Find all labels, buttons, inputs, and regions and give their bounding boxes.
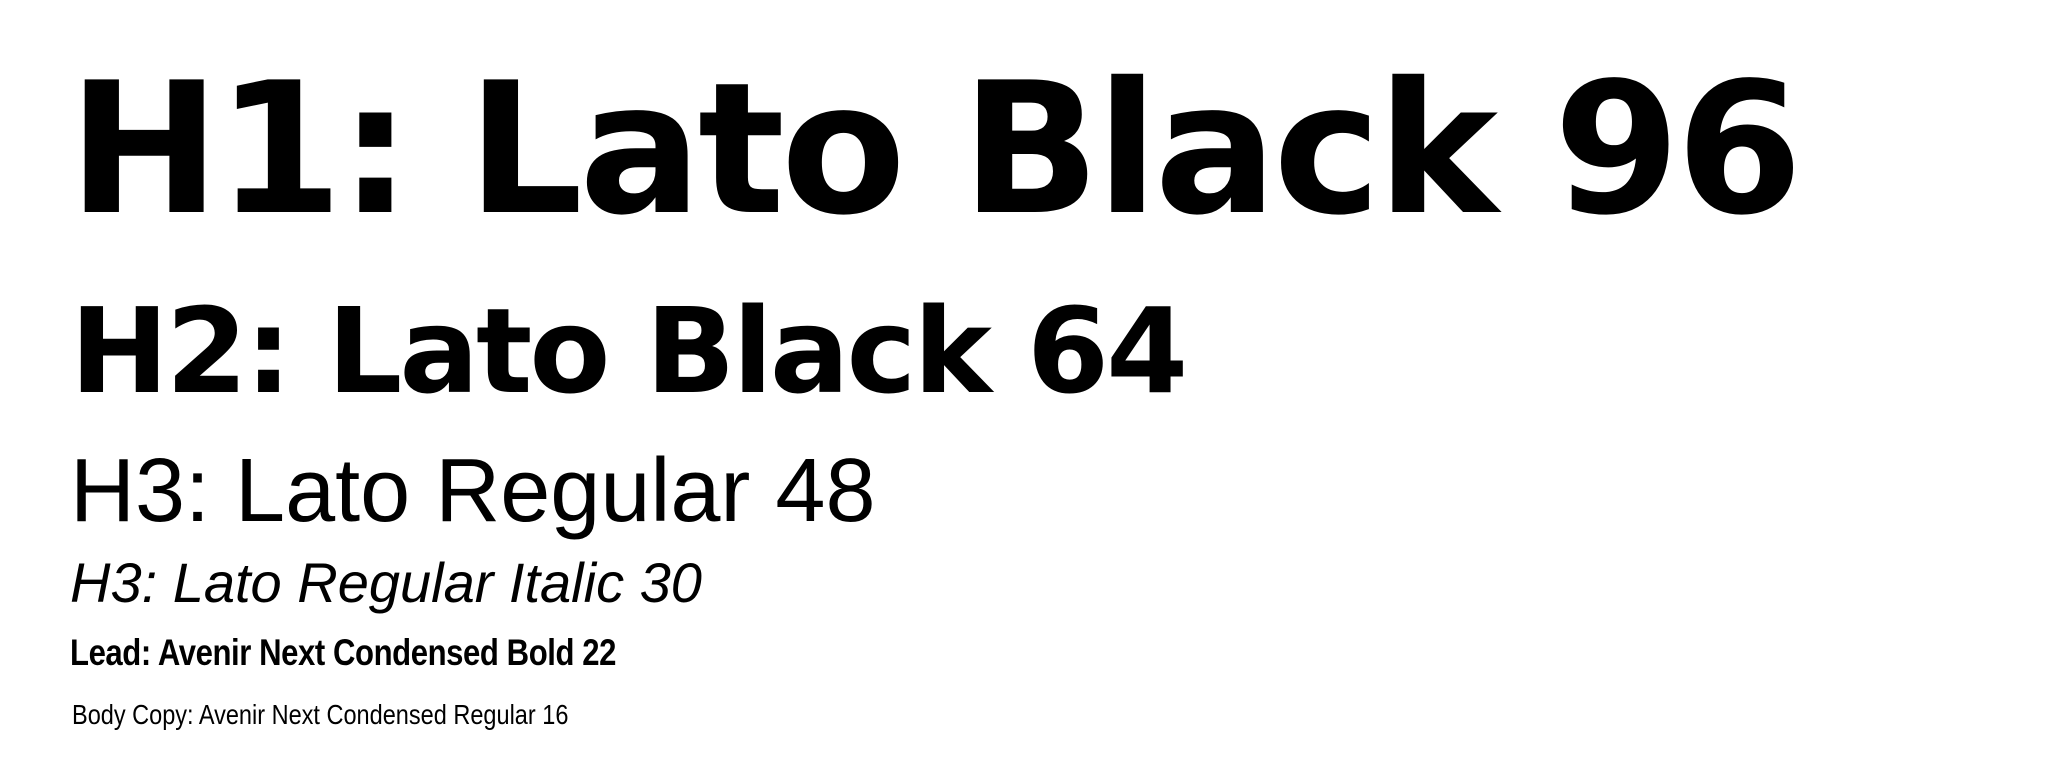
- h2-sample-heading: H2: Lato Black 64: [70, 282, 1188, 420]
- body-copy-sample-text: Body Copy: Avenir Next Condensed Regular…: [72, 699, 569, 730]
- h3-italic-sample-heading: H3: Lato Regular Italic 30: [70, 551, 702, 614]
- h1-sample-heading: H1: Lato Black 96: [68, 43, 1803, 255]
- h3-sample-heading: H3: Lato Regular 48: [70, 441, 876, 541]
- lead-sample-text: Lead: Avenir Next Condensed Bold 22: [70, 632, 616, 673]
